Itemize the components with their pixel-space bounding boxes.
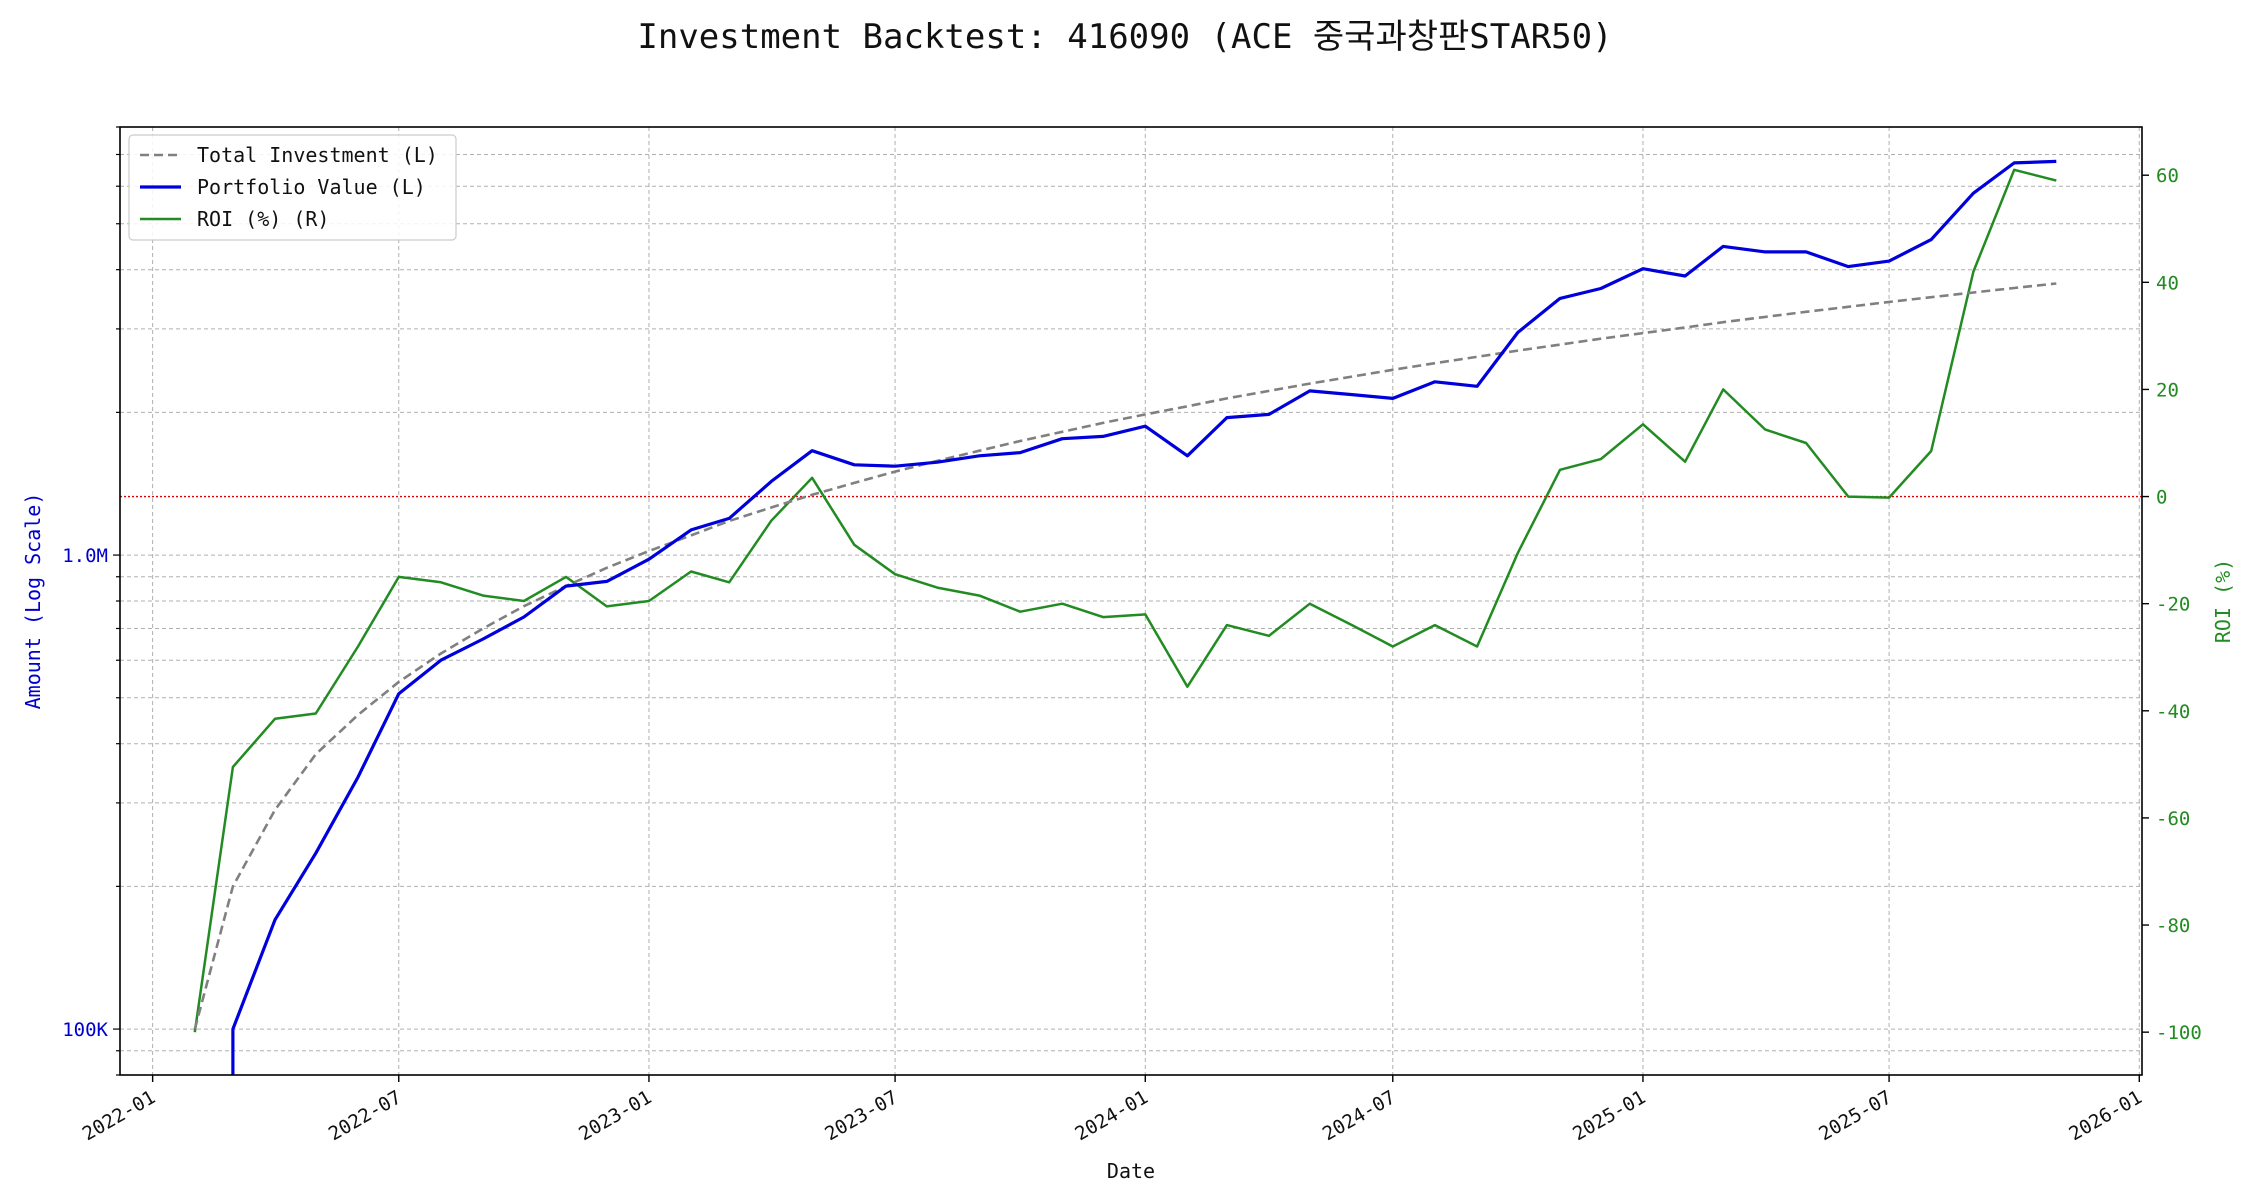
- right-y-tick-label: 60: [2156, 165, 2179, 187]
- right-y-tick-label: -60: [2156, 808, 2190, 830]
- x-tick-label: 2023-01: [575, 1086, 655, 1145]
- x-axis-label: Date: [1107, 1159, 1155, 1183]
- left-y-tick-label: 100K: [62, 1019, 108, 1041]
- legend-label: Total Investment (L): [197, 143, 438, 167]
- right-y-tick-label: -20: [2156, 594, 2190, 616]
- x-tick-label: 2025-07: [1815, 1086, 1895, 1145]
- left-y-tick-label: 1.0M: [62, 545, 108, 567]
- series-lines: [193, 159, 2057, 1075]
- right-y-tick-label: -100: [2156, 1022, 2202, 1044]
- x-tick-label: 2024-01: [1071, 1086, 1151, 1145]
- series-line-total-investment: [193, 282, 2057, 1030]
- right-y-tick-label: 40: [2156, 272, 2179, 294]
- x-tick-label: 2022-01: [79, 1086, 159, 1145]
- right-y-tick-label: -40: [2156, 701, 2190, 723]
- right-y-axis: -100 -80 -60 -40 -20 0 20 40 60: [2142, 165, 2202, 1044]
- x-tick-label: 2025-01: [1569, 1086, 1649, 1145]
- left-y-axis-label: Amount (Log Scale): [21, 493, 45, 710]
- x-tick-label: 2023-07: [821, 1086, 901, 1145]
- chart-title: Investment Backtest: 416090 (ACE 중국과창판ST…: [637, 17, 1612, 57]
- x-axis: 2022-01 2022-07 2023-01 2023-07 2024-01 2024-…: [79, 1075, 2146, 1145]
- left-y-axis: 100K 1.0M: [62, 126, 120, 1076]
- x-tick-label: 2022-07: [325, 1086, 405, 1145]
- legend: Total Investment (L) Portfolio Value (L) R…: [128, 134, 457, 241]
- legend-label: ROI (%) (R): [197, 207, 329, 231]
- legend-box: [128, 134, 457, 241]
- x-tick-label: 2024-07: [1319, 1086, 1399, 1145]
- legend-label: Portfolio Value (L): [197, 175, 426, 199]
- series-line-roi: [193, 168, 2057, 1033]
- series-line-portfolio-value: [231, 159, 2057, 1075]
- right-y-axis-label: ROI (%): [2211, 559, 2235, 643]
- x-tick-label: 2026-01: [2065, 1086, 2145, 1145]
- grid: [120, 126, 2142, 1076]
- right-y-tick-label: 0: [2156, 487, 2167, 509]
- right-y-tick-label: 20: [2156, 379, 2179, 401]
- right-y-tick-label: -80: [2156, 915, 2190, 937]
